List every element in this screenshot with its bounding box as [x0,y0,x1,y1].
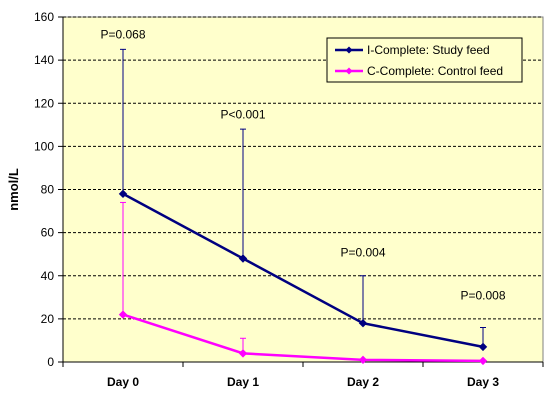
axes [58,16,544,367]
y-tick-label: 80 [41,183,55,197]
annotations: P=0.068 P<0.001 P=0.004 P=0.008 [100,28,505,303]
y-tick-label: 60 [41,226,55,240]
legend-marker [345,46,353,54]
data-point [358,355,368,365]
data-points [118,189,488,366]
y-tick-label: 40 [41,269,55,283]
data-point [238,349,248,358]
y-tick-label: 100 [34,139,54,153]
x-tick-label: Day 1 [227,375,259,389]
data-point [238,254,248,263]
x-tick-label: Day 0 [107,375,139,389]
legend: I-Complete: Study feed C-Complete: Contro… [326,37,523,83]
y-tick-label: 160 [34,10,54,24]
y-tick-label: 140 [34,53,54,67]
data-point [358,318,368,328]
y-tick-label: 20 [41,312,55,326]
p-value-annotation: P=0.008 [460,288,505,302]
legend-label: C-Complete: Control feed [367,64,503,78]
legend-box [326,37,523,83]
p-value-annotation: P=0.068 [100,28,145,42]
data-point [118,310,128,319]
tick-labels: 0 20 40 60 80 100 120 140 160 Day 0 Day 1 Day 2 Day … [34,10,499,389]
legend-marker [345,67,353,75]
data-point [478,356,488,366]
x-tick-label: Day 3 [467,375,499,389]
error-bars [120,48,486,354]
p-value-annotation: P<0.001 [220,107,265,121]
y-tick-label: 120 [34,96,54,110]
legend-label: I-Complete: Study feed [367,43,490,57]
data-point [118,189,128,199]
y-axis-title: nmol/L [6,168,21,211]
series-line [122,192,484,349]
x-tick-label: Day 2 [347,375,379,389]
data-point [478,342,488,352]
p-value-annotation: P=0.004 [340,245,385,259]
series-lines [122,192,484,363]
series-line [122,313,484,363]
y-tick-label: 0 [47,355,54,369]
